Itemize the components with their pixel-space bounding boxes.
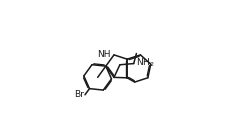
Text: NH: NH bbox=[98, 50, 111, 59]
Text: NH$_2$: NH$_2$ bbox=[136, 57, 154, 69]
Text: Br: Br bbox=[74, 90, 84, 99]
